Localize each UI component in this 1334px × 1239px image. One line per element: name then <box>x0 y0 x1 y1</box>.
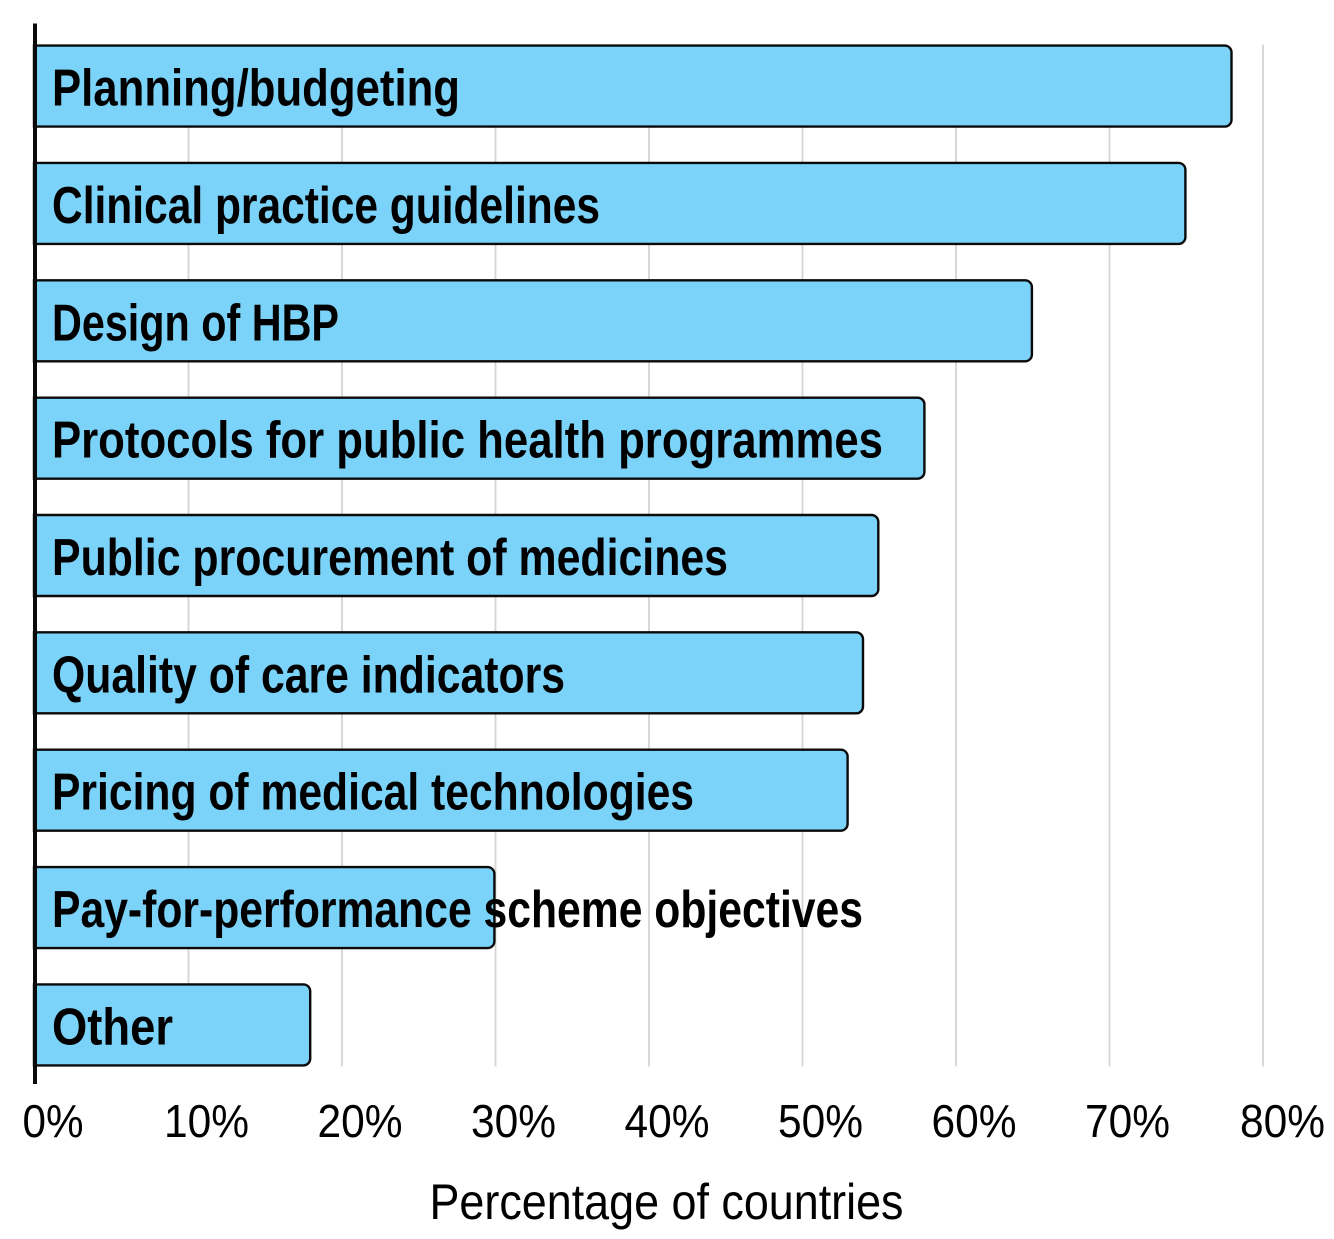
svg-text:40%: 40% <box>625 1095 710 1147</box>
svg-text:30%: 30% <box>471 1095 556 1147</box>
svg-text:10%: 10% <box>164 1095 249 1147</box>
svg-text:Public procurement of medicine: Public procurement of medicines <box>52 529 728 587</box>
svg-text:Percentage of countries: Percentage of countries <box>430 1174 904 1230</box>
svg-text:Protocols for public health pr: Protocols for public health programmes <box>52 412 883 470</box>
svg-text:20%: 20% <box>318 1095 403 1147</box>
svg-text:Clinical practice guidelines: Clinical practice guidelines <box>52 177 600 235</box>
svg-text:Planning/budgeting: Planning/budgeting <box>52 60 460 118</box>
svg-text:Design of HBP: Design of HBP <box>52 294 339 352</box>
svg-text:70%: 70% <box>1085 1095 1170 1147</box>
svg-text:0%: 0% <box>23 1095 84 1147</box>
svg-text:60%: 60% <box>932 1095 1017 1147</box>
svg-text:Quality of care indicators: Quality of care indicators <box>52 646 565 704</box>
svg-text:Pricing of medical technologie: Pricing of medical technologies <box>52 764 694 822</box>
svg-text:Other: Other <box>52 998 173 1056</box>
svg-text:Pay-for-performance scheme obj: Pay-for-performance scheme objectives <box>52 881 863 939</box>
svg-text:50%: 50% <box>778 1095 863 1147</box>
svg-text:80%: 80% <box>1240 1095 1325 1147</box>
